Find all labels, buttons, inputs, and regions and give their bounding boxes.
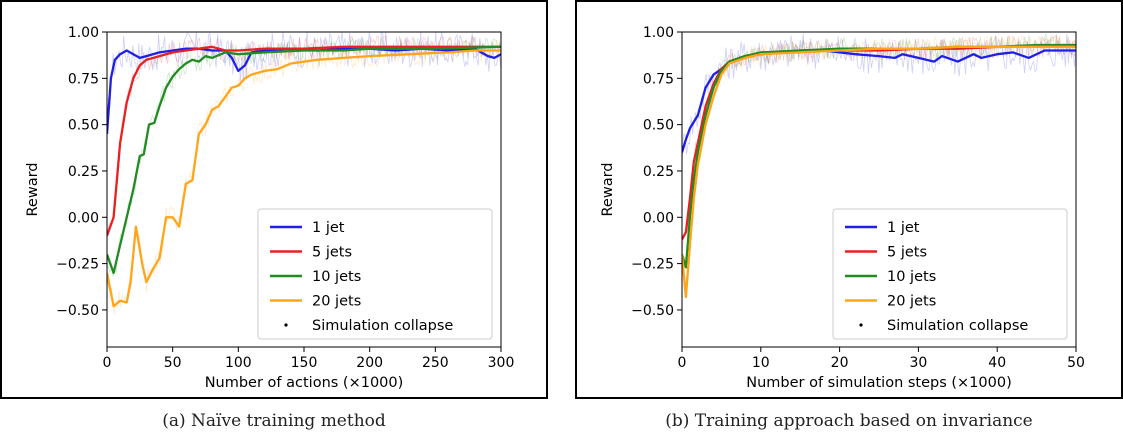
figure-frame bbox=[575, 0, 1123, 399]
legend-label: 20 jets bbox=[312, 294, 361, 310]
y-tick-label: −0.25 bbox=[56, 257, 99, 273]
legend-label: 5 jets bbox=[887, 245, 927, 261]
chart-invariance-training: 0 10 20 30 40 50 −0.50 −0.25 0.00 0.25 0.50 0.75 1.0… bbox=[600, 25, 1085, 391]
x-tick-label: 150 bbox=[291, 355, 318, 371]
y-tick-label: 0.25 bbox=[643, 164, 674, 180]
legend: 1 jet 5 jets 10 jets 20 jets Simulation coll… bbox=[257, 208, 493, 340]
y-tick-label: 0.00 bbox=[68, 210, 99, 226]
noise-band-1-jet bbox=[107, 32, 501, 120]
x-tick-label: 50 bbox=[1067, 355, 1085, 371]
legend-marker-simulation-collapse bbox=[284, 323, 288, 327]
x-tick-label: 10 bbox=[752, 355, 770, 371]
chart-naive-training: 0 50 100 150 200 250 300 −0.50 −0.25 0.00 0.25 0.50… bbox=[25, 25, 515, 391]
y-tick-label: −0.25 bbox=[631, 257, 674, 273]
y-axis-label: Reward bbox=[25, 163, 41, 217]
series-line-20-jets bbox=[682, 45, 1076, 299]
x-axis-label: Number of actions (×1000) bbox=[205, 375, 404, 391]
legend-label: Simulation collapse bbox=[887, 318, 1028, 334]
legend-label: 20 jets bbox=[887, 294, 936, 310]
figure-frame bbox=[0, 0, 548, 399]
y-tick-label: 0.50 bbox=[643, 118, 674, 134]
legend-box bbox=[257, 208, 493, 340]
y-tick-label: 1.00 bbox=[643, 25, 674, 41]
panel-invariance-training: 0 10 20 30 40 50 −0.50 −0.25 0.00 0.25 0.50 0.75 1.0… bbox=[575, 0, 1123, 446]
legend-label: 1 jet bbox=[312, 220, 345, 236]
y-tick-label: 0.25 bbox=[68, 164, 99, 180]
series-line-10-jets bbox=[107, 45, 501, 275]
y-tick-label: 1.00 bbox=[68, 25, 99, 41]
series-line-5-jets bbox=[107, 45, 501, 237]
legend: 1 jet 5 jets 10 jets 20 jets Simulation coll… bbox=[832, 208, 1068, 340]
x-tick-label: 0 bbox=[103, 355, 112, 371]
legend-marker-simulation-collapse bbox=[859, 323, 863, 327]
y-tick-label: 0.50 bbox=[68, 118, 99, 134]
series-line-1-jet bbox=[682, 49, 1076, 153]
panel-naive-training: 0 50 100 150 200 250 300 −0.50 −0.25 0.00 0.25 0.50… bbox=[0, 0, 548, 446]
legend-box bbox=[832, 208, 1068, 340]
legend-label: 1 jet bbox=[887, 220, 920, 236]
y-tick-label: −0.50 bbox=[631, 303, 674, 319]
y-tick-label: 0.00 bbox=[643, 210, 674, 226]
plot-area bbox=[682, 33, 1076, 299]
y-axis-label: Reward bbox=[600, 163, 616, 217]
x-tick-label: 100 bbox=[225, 355, 252, 371]
series-line-20-jets bbox=[107, 49, 501, 308]
x-tick-label: 20 bbox=[831, 355, 849, 371]
caption-invariance-training: (b) Training approach based on invarianc… bbox=[665, 411, 1033, 431]
legend-label: 10 jets bbox=[312, 269, 361, 285]
x-axis-label: Number of simulation steps (×1000) bbox=[746, 375, 1012, 391]
x-tick-label: 50 bbox=[164, 355, 182, 371]
caption-naive-training: (a) Naïve training method bbox=[162, 411, 386, 431]
legend-label: Simulation collapse bbox=[312, 318, 453, 334]
plot-area bbox=[107, 32, 501, 315]
x-tick-label: 0 bbox=[678, 355, 687, 371]
x-tick-label: 200 bbox=[356, 355, 383, 371]
x-tick-label: 30 bbox=[909, 355, 927, 371]
y-tick-label: 0.75 bbox=[643, 71, 674, 87]
x-tick-label: 250 bbox=[422, 355, 449, 371]
axes-box bbox=[681, 31, 1077, 348]
x-tick-label: 40 bbox=[988, 355, 1006, 371]
noise-band-1-jet bbox=[682, 33, 1076, 167]
legend-label: 10 jets bbox=[887, 269, 936, 285]
x-tick-label: 300 bbox=[488, 355, 515, 371]
legend-label: 5 jets bbox=[312, 245, 352, 261]
y-tick-label: −0.50 bbox=[56, 303, 99, 319]
y-tick-label: 0.75 bbox=[68, 71, 99, 87]
